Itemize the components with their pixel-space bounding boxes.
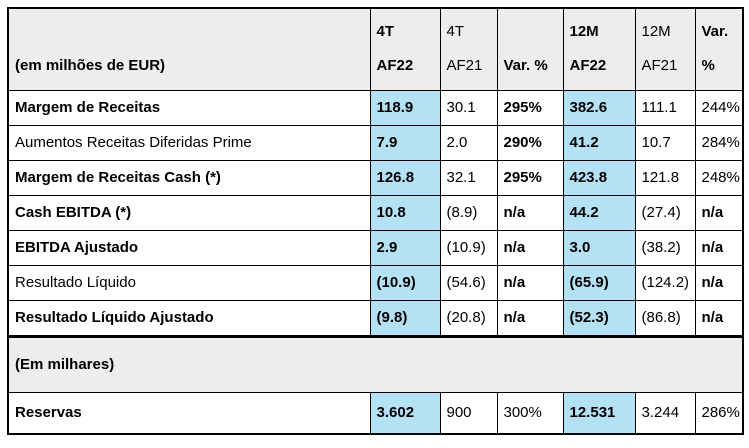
section-divider-row: (Em milhares) xyxy=(7,335,744,393)
row-label: Resultado Líquido Ajustado xyxy=(7,300,371,337)
value-cell: (8.9) xyxy=(439,195,498,231)
value-cell: 284% xyxy=(694,125,744,161)
value-cell: (124.2) xyxy=(634,265,696,301)
value-cell: n/a xyxy=(496,265,564,301)
value-cell: 295% xyxy=(496,90,564,126)
value-cell: (9.8) xyxy=(369,300,441,337)
value-cell: 126.8 xyxy=(369,160,441,196)
value-cell: n/a xyxy=(694,300,744,337)
value-cell: (10.9) xyxy=(369,265,441,301)
value-cell: 7.9 xyxy=(369,125,441,161)
column-header-4t-af21: 4T AF21 xyxy=(439,7,498,91)
table-header-row: (em milhões de EUR) 4T AF22 4T AF21 Var.… xyxy=(7,7,744,91)
financial-results-table: (em milhões de EUR) 4T AF22 4T AF21 Var.… xyxy=(7,7,744,435)
section-label: (Em milhares) xyxy=(7,335,744,393)
financial-results-table-container: (em milhões de EUR) 4T AF22 4T AF21 Var.… xyxy=(7,7,744,435)
value-cell: 3.0 xyxy=(562,230,636,266)
value-cell: 12.531 xyxy=(562,392,636,435)
table-row-margem-receitas-cash: Margem de Receitas Cash (*) 126.8 32.1 2… xyxy=(7,160,744,196)
column-header-var-q: Var. % xyxy=(496,7,564,91)
value-cell: 44.2 xyxy=(562,195,636,231)
value-cell: 3.244 xyxy=(634,392,696,435)
table-row-reservas: Reservas 3.602 900 300% 12.531 3.244 286… xyxy=(7,392,744,435)
unit-header-cell: (em milhões de EUR) xyxy=(7,7,371,91)
row-label: Resultado Líquido xyxy=(7,265,371,301)
row-label: Margem de Receitas xyxy=(7,90,371,126)
value-cell: 41.2 xyxy=(562,125,636,161)
table-row-cash-ebitda: Cash EBITDA (*) 10.8 (8.9) n/a 44.2 (27.… xyxy=(7,195,744,231)
value-cell: 290% xyxy=(496,125,564,161)
value-cell: n/a xyxy=(496,230,564,266)
value-cell: 286% xyxy=(694,392,744,435)
row-label: Cash EBITDA (*) xyxy=(7,195,371,231)
column-header-12m-af21: 12M AF21 xyxy=(634,7,696,91)
value-cell: n/a xyxy=(694,195,744,231)
value-cell: (54.6) xyxy=(439,265,498,301)
value-cell: 382.6 xyxy=(562,90,636,126)
value-cell: n/a xyxy=(694,230,744,266)
value-cell: 10.7 xyxy=(634,125,696,161)
table-row-margem-receitas: Margem de Receitas 118.9 30.1 295% 382.6… xyxy=(7,90,744,126)
value-cell: 121.8 xyxy=(634,160,696,196)
value-cell: n/a xyxy=(694,265,744,301)
value-cell: 32.1 xyxy=(439,160,498,196)
value-cell: (52.3) xyxy=(562,300,636,337)
column-header-var-y: Var. % xyxy=(694,7,744,91)
table-row-resultado-liquido: Resultado Líquido (10.9) (54.6) n/a (65.… xyxy=(7,265,744,301)
column-header-12m-af22: 12M AF22 xyxy=(562,7,636,91)
value-cell: (27.4) xyxy=(634,195,696,231)
column-header-4t-af22: 4T AF22 xyxy=(369,7,441,91)
row-label: Aumentos Receitas Diferidas Prime xyxy=(7,125,371,161)
value-cell: 2.9 xyxy=(369,230,441,266)
value-cell: 423.8 xyxy=(562,160,636,196)
row-label: Reservas xyxy=(7,392,371,435)
value-cell: 900 xyxy=(439,392,498,435)
value-cell: 111.1 xyxy=(634,90,696,126)
value-cell: (65.9) xyxy=(562,265,636,301)
table-row-resultado-liquido-ajustado: Resultado Líquido Ajustado (9.8) (20.8) … xyxy=(7,300,744,337)
table-row-ebitda-ajustado: EBITDA Ajustado 2.9 (10.9) n/a 3.0 (38.2… xyxy=(7,230,744,266)
value-cell: (20.8) xyxy=(439,300,498,337)
unit-label: (em milhões de EUR) xyxy=(15,57,166,74)
value-cell: 300% xyxy=(496,392,564,435)
value-cell: n/a xyxy=(496,195,564,231)
value-cell: 295% xyxy=(496,160,564,196)
value-cell: 30.1 xyxy=(439,90,498,126)
row-label: Margem de Receitas Cash (*) xyxy=(7,160,371,196)
value-cell: 2.0 xyxy=(439,125,498,161)
row-label: EBITDA Ajustado xyxy=(7,230,371,266)
table-row-aumentos-receitas: Aumentos Receitas Diferidas Prime 7.9 2.… xyxy=(7,125,744,161)
value-cell: (38.2) xyxy=(634,230,696,266)
value-cell: (10.9) xyxy=(439,230,498,266)
value-cell: 118.9 xyxy=(369,90,441,126)
value-cell: 10.8 xyxy=(369,195,441,231)
value-cell: 3.602 xyxy=(369,392,441,435)
value-cell: 248% xyxy=(694,160,744,196)
value-cell: n/a xyxy=(496,300,564,337)
value-cell: 244% xyxy=(694,90,744,126)
value-cell: (86.8) xyxy=(634,300,696,337)
